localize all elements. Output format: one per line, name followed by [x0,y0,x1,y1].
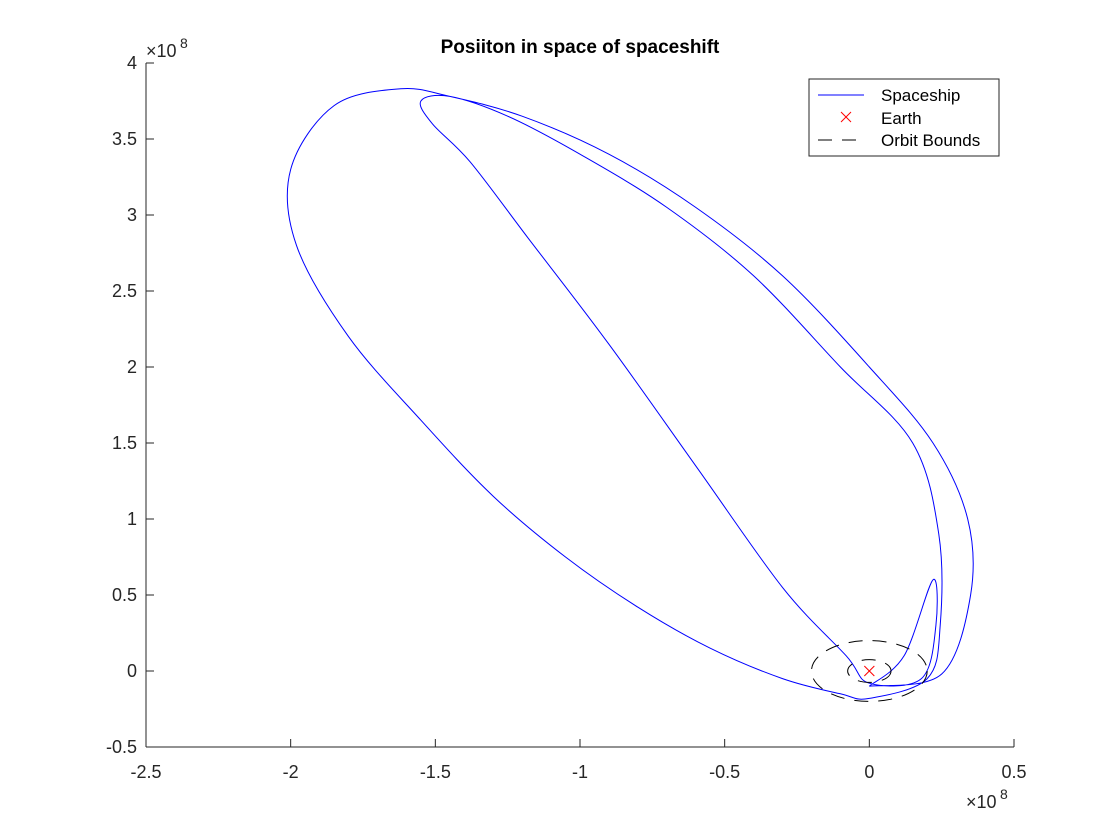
legend-item-spaceship: Spaceship [818,86,960,105]
x-exponent-power: 8 [1000,786,1008,802]
legend-label-spaceship: Spaceship [881,86,960,105]
y-tick-label: 3 [127,205,137,225]
y-tick-label: -0.5 [106,737,137,757]
y-exponent: ×10 8 [146,35,188,61]
plot-area: -2.5 -2 -1.5 -1 -0.5 0 0.5 -0.5 0 0.5 1 1.5 2 2.5 3 3.5… [106,53,1027,782]
legend-label-earth: Earth [881,109,922,128]
x-tick-label: -0.5 [709,762,740,782]
axes-box [146,63,1014,747]
y-exponent-power: 8 [180,35,188,51]
y-tick-label: 0 [127,661,137,681]
x-tick-label: -2 [283,762,299,782]
x-tick-label: -1 [572,762,588,782]
series-line-spaceship [286,88,974,700]
chart-title: Posiiton in space of spaceshift [441,37,720,58]
y-tick-label: 2 [127,357,137,377]
x-exponent-base: ×10 [966,792,997,812]
y-tick-label: 3.5 [112,129,137,149]
orbit-bound-outer [810,640,928,702]
orbit-bound-inner [847,659,892,683]
y-tick-label: 0.5 [112,585,137,605]
ticks-layer: -2.5 -2 -1.5 -1 -0.5 0 0.5 -0.5 0 0.5 1 1.5 2 2.5 3 3.5… [106,53,1027,782]
y-exponent-base: ×10 [146,41,177,61]
series-layer [286,88,974,702]
x-tick-label: -2.5 [130,762,161,782]
x-tick-label: -1.5 [420,762,451,782]
y-tick-label: 1 [127,509,137,529]
legend-item-orbit-bounds: Orbit Bounds [818,131,980,150]
legend-label-orbit-bounds: Orbit Bounds [881,131,980,150]
legend-item-earth: Earth [840,109,922,128]
x-tick-label: 0.5 [1001,762,1026,782]
x-tick-label: 0 [864,762,874,782]
legend[interactable]: Spaceship Earth Orbit Bounds [808,78,1000,157]
y-tick-label: 1.5 [112,433,137,453]
y-tick-label: 4 [127,53,137,73]
earth-marker [863,665,875,677]
earth-marker-stroke [863,665,875,677]
y-tick-label: 2.5 [112,281,137,301]
legend-box [808,78,1000,157]
x-exponent: ×10 8 [966,786,1008,812]
legend-swatch-earth [840,111,852,123]
